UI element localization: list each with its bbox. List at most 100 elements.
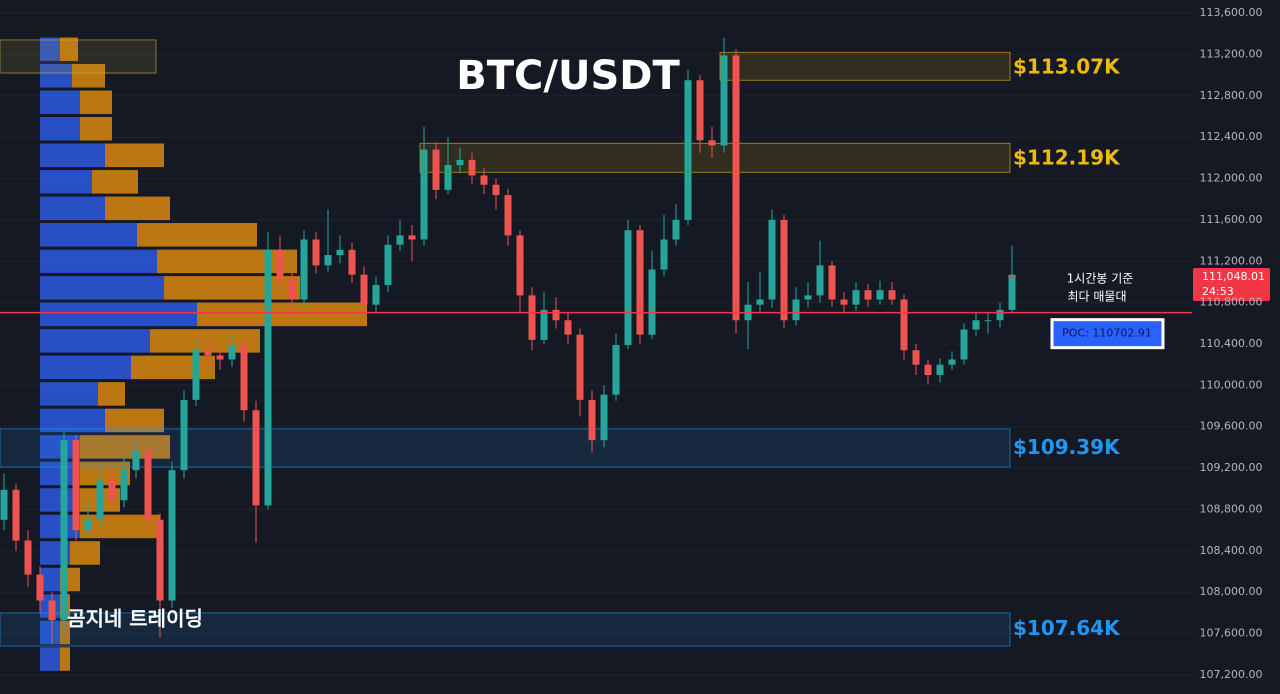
zone-label: $109.39K — [1013, 435, 1121, 459]
candle-body — [960, 329, 968, 360]
candle-body — [720, 55, 728, 146]
profile-sell — [80, 117, 112, 141]
profile-sell — [105, 143, 164, 168]
candle-body — [264, 249, 272, 506]
candle-body — [504, 195, 512, 236]
candle-body — [456, 159, 464, 166]
profile-buy — [40, 170, 92, 194]
candle-body — [924, 364, 932, 376]
zone-label: $107.64K — [1013, 616, 1121, 640]
y-tick-label: 112,000.00 — [1200, 172, 1263, 185]
candle-body — [792, 299, 800, 321]
profile-buy — [40, 647, 60, 671]
candle-body — [312, 239, 320, 266]
candle-body — [996, 309, 1004, 321]
profile-buy — [40, 620, 60, 645]
candle-body — [156, 519, 164, 601]
candle-body — [540, 309, 548, 340]
candle-body — [684, 80, 692, 220]
y-tick-label: 107,200.00 — [1200, 668, 1263, 681]
zones — [0, 39, 1011, 647]
candle-body — [72, 440, 80, 531]
profile-sell — [105, 196, 170, 221]
candle-body — [48, 600, 56, 621]
candle-body — [852, 290, 860, 305]
volume-profile — [40, 37, 367, 671]
last-price-tag — [1193, 267, 1270, 301]
candle-body — [972, 320, 980, 330]
candle-body — [168, 470, 176, 601]
profile-buy — [40, 196, 105, 221]
profile-sell — [80, 90, 112, 115]
profile-buy — [40, 567, 60, 592]
profile-buy — [40, 408, 105, 433]
profile-sell — [70, 541, 100, 565]
candle-body — [444, 165, 452, 190]
profile-buy — [40, 90, 80, 115]
zone — [0, 428, 1011, 468]
candle-body — [144, 450, 152, 520]
candle-body — [888, 290, 896, 300]
profile-buy — [40, 143, 105, 168]
candle-body — [804, 295, 812, 300]
candle-body — [420, 149, 428, 240]
candle-body — [108, 480, 116, 501]
profile-buy — [40, 382, 98, 406]
candle-body — [276, 249, 284, 280]
poc-label: POC: 110702.91 — [1062, 327, 1152, 340]
candle-body — [348, 249, 356, 275]
y-tick-label: 112,800.00 — [1200, 89, 1263, 102]
candle-body — [36, 574, 44, 601]
candle-body — [384, 244, 392, 286]
candle-body — [492, 184, 500, 196]
candle-body — [816, 265, 824, 296]
zone-label: $112.19K — [1013, 145, 1121, 169]
zone — [0, 612, 1011, 647]
profile-sell — [98, 382, 125, 406]
candle-body — [672, 219, 680, 240]
profile-sell — [105, 408, 164, 433]
candle-body — [204, 350, 212, 356]
profile-buy — [40, 302, 197, 327]
zone-label: $113.07K — [1013, 54, 1121, 78]
y-tick-label: 112,400.00 — [1200, 130, 1263, 143]
profile-sell — [60, 620, 70, 645]
candle-body — [12, 489, 20, 541]
profile-buy — [40, 488, 80, 512]
zone — [719, 51, 1011, 81]
candle-body — [336, 249, 344, 256]
y-tick-label: 107,600.00 — [1200, 627, 1263, 640]
y-tick-label: 108,400.00 — [1200, 544, 1263, 557]
candle-body — [252, 410, 260, 506]
candle-body — [648, 269, 656, 335]
candle-body — [300, 239, 308, 300]
zone — [0, 39, 157, 74]
candle-body — [228, 345, 236, 360]
candle-body — [432, 149, 440, 190]
candle-body — [660, 239, 668, 270]
candle-body — [576, 334, 584, 400]
candle-body — [372, 285, 380, 305]
candle-body — [900, 299, 908, 351]
candle-body — [732, 55, 740, 321]
candle-body — [864, 290, 872, 300]
y-tick-label: 110,800.00 — [1200, 296, 1263, 309]
profile-buy — [40, 249, 157, 274]
candle-body — [396, 235, 404, 245]
profile-buy — [40, 63, 72, 88]
profile-sell — [131, 355, 215, 380]
candle-body — [132, 450, 140, 471]
candle-body — [180, 399, 188, 471]
y-tick-label: 110,000.00 — [1200, 378, 1263, 391]
candles — [0, 37, 1016, 644]
candle-body — [756, 299, 764, 305]
annotation: 최다 매물대 — [1067, 290, 1126, 304]
candle-body — [696, 80, 704, 141]
candle-body — [84, 519, 92, 531]
candle-body — [240, 345, 248, 411]
candle-body — [624, 230, 632, 346]
poc-box — [1050, 318, 1165, 350]
candle-body — [552, 309, 560, 321]
